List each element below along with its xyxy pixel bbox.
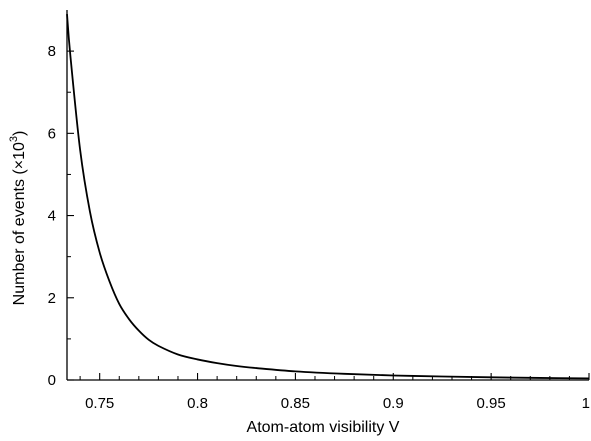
x-tick-label: 0.85 bbox=[281, 395, 310, 412]
y-axis-label-main: Number of events (×10 bbox=[11, 142, 28, 305]
y-tick-label: 6 bbox=[48, 125, 56, 142]
y-tick-label: 2 bbox=[48, 290, 56, 307]
y-tick-label: 4 bbox=[48, 208, 56, 225]
minor-ticks bbox=[67, 91, 570, 380]
x-axis-label: Atom-atom visibility V bbox=[247, 419, 400, 436]
x-ticks: 0.75 0.8 0.85 0.9 0.95 1 bbox=[85, 373, 590, 412]
axes bbox=[66, 10, 589, 381]
x-tick-label: 0.95 bbox=[477, 395, 506, 412]
x-tick-label: 1 bbox=[582, 395, 590, 412]
x-tick-label: 0.8 bbox=[187, 395, 208, 412]
series-line bbox=[66, 14, 590, 380]
x-tick-label: 0.75 bbox=[85, 395, 114, 412]
y-tick-label: 0 bbox=[48, 372, 56, 389]
y-axis-label: Number of events (×103) bbox=[8, 131, 28, 306]
y-axis-label-sup: 3 bbox=[8, 136, 20, 142]
x-tick-label: 0.9 bbox=[383, 395, 404, 412]
y-axis-label-close: ) bbox=[11, 131, 28, 136]
y-tick-label: 8 bbox=[48, 43, 56, 60]
y-ticks: 0 2 4 6 8 bbox=[48, 43, 74, 389]
